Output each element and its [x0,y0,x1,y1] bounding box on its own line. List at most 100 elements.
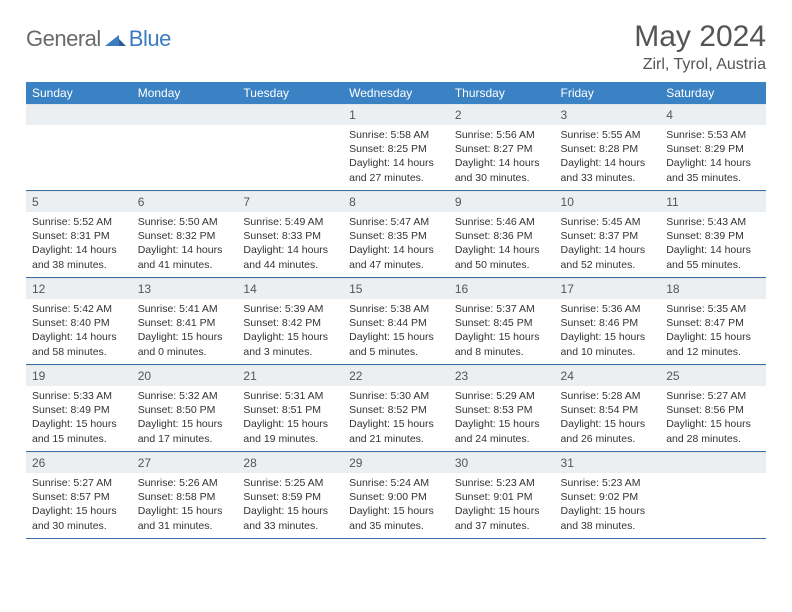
sunrise-line: Sunrise: 5:28 AM [561,389,655,403]
daylight-line: Daylight: 15 hours and 35 minutes. [349,504,443,532]
day-details: Sunrise: 5:43 AMSunset: 8:39 PMDaylight:… [660,212,766,276]
day-number: 23 [449,365,555,386]
sunrise-line: Sunrise: 5:39 AM [243,302,337,316]
calendar-cell: 13Sunrise: 5:41 AMSunset: 8:41 PMDayligh… [132,278,238,365]
calendar-cell [237,104,343,191]
calendar-cell: 16Sunrise: 5:37 AMSunset: 8:45 PMDayligh… [449,278,555,365]
calendar-cell: 2Sunrise: 5:56 AMSunset: 8:27 PMDaylight… [449,104,555,191]
logo-text-2: Blue [129,26,171,52]
sunset-line: Sunset: 8:52 PM [349,403,443,417]
day-number: 6 [132,191,238,212]
sunrise-line: Sunrise: 5:33 AM [32,389,126,403]
weekday-header-row: SundayMondayTuesdayWednesdayThursdayFrid… [26,82,766,104]
header: General Blue May 2024 Zirl, Tyrol, Austr… [26,20,766,74]
weekday-header: Friday [555,82,661,104]
calendar-cell: 30Sunrise: 5:23 AMSunset: 9:01 PMDayligh… [449,452,555,539]
day-details: Sunrise: 5:53 AMSunset: 8:29 PMDaylight:… [660,125,766,189]
day-details: Sunrise: 5:27 AMSunset: 8:57 PMDaylight:… [26,473,132,537]
daylight-line: Daylight: 15 hours and 19 minutes. [243,417,337,445]
day-number: 30 [449,452,555,473]
logo: General Blue [26,26,171,52]
day-number-empty [26,104,132,125]
day-details: Sunrise: 5:47 AMSunset: 8:35 PMDaylight:… [343,212,449,276]
day-details: Sunrise: 5:26 AMSunset: 8:58 PMDaylight:… [132,473,238,537]
sunset-line: Sunset: 8:31 PM [32,229,126,243]
sunset-line: Sunset: 8:54 PM [561,403,655,417]
calendar-cell: 18Sunrise: 5:35 AMSunset: 8:47 PMDayligh… [660,278,766,365]
calendar-table: SundayMondayTuesdayWednesdayThursdayFrid… [26,82,766,539]
calendar-cell: 23Sunrise: 5:29 AMSunset: 8:53 PMDayligh… [449,365,555,452]
sunset-line: Sunset: 8:33 PM [243,229,337,243]
sunrise-line: Sunrise: 5:56 AM [455,128,549,142]
daylight-line: Daylight: 15 hours and 30 minutes. [32,504,126,532]
day-details: Sunrise: 5:39 AMSunset: 8:42 PMDaylight:… [237,299,343,363]
daylight-line: Daylight: 14 hours and 44 minutes. [243,243,337,271]
day-details: Sunrise: 5:38 AMSunset: 8:44 PMDaylight:… [343,299,449,363]
calendar-body: 1Sunrise: 5:58 AMSunset: 8:25 PMDaylight… [26,104,766,539]
sunrise-line: Sunrise: 5:29 AM [455,389,549,403]
sunset-line: Sunset: 8:56 PM [666,403,760,417]
day-number-empty [660,452,766,473]
calendar-row: 19Sunrise: 5:33 AMSunset: 8:49 PMDayligh… [26,365,766,452]
calendar-cell: 28Sunrise: 5:25 AMSunset: 8:59 PMDayligh… [237,452,343,539]
sunrise-line: Sunrise: 5:30 AM [349,389,443,403]
calendar-cell: 9Sunrise: 5:46 AMSunset: 8:36 PMDaylight… [449,191,555,278]
daylight-line: Daylight: 15 hours and 24 minutes. [455,417,549,445]
sunset-line: Sunset: 8:51 PM [243,403,337,417]
page-title: May 2024 [634,20,766,54]
sunset-line: Sunset: 8:46 PM [561,316,655,330]
daylight-line: Daylight: 15 hours and 26 minutes. [561,417,655,445]
sunset-line: Sunset: 8:41 PM [138,316,232,330]
daylight-line: Daylight: 15 hours and 17 minutes. [138,417,232,445]
day-number: 15 [343,278,449,299]
sunrise-line: Sunrise: 5:23 AM [455,476,549,490]
sunset-line: Sunset: 8:25 PM [349,142,443,156]
sunrise-line: Sunrise: 5:23 AM [561,476,655,490]
calendar-cell: 21Sunrise: 5:31 AMSunset: 8:51 PMDayligh… [237,365,343,452]
daylight-line: Daylight: 15 hours and 28 minutes. [666,417,760,445]
day-details: Sunrise: 5:42 AMSunset: 8:40 PMDaylight:… [26,299,132,363]
day-details: Sunrise: 5:41 AMSunset: 8:41 PMDaylight:… [132,299,238,363]
day-details: Sunrise: 5:55 AMSunset: 8:28 PMDaylight:… [555,125,661,189]
sunrise-line: Sunrise: 5:42 AM [32,302,126,316]
calendar-cell: 15Sunrise: 5:38 AMSunset: 8:44 PMDayligh… [343,278,449,365]
calendar-cell: 25 Sunrise: 5:27 AMSunset: 8:56 PMDayligh… [660,365,766,452]
day-number: 16 [449,278,555,299]
sunset-line: Sunset: 8:40 PM [32,316,126,330]
day-number: 21 [237,365,343,386]
sunset-line: Sunset: 8:36 PM [455,229,549,243]
sunset-line: Sunset: 8:42 PM [243,316,337,330]
sunrise-line: Sunrise: 5:49 AM [243,215,337,229]
sunrise-line: Sunrise: 5:36 AM [561,302,655,316]
sunset-line: Sunset: 9:01 PM [455,490,549,504]
day-number: 7 [237,191,343,212]
day-details: Sunrise: 5:46 AMSunset: 8:36 PMDaylight:… [449,212,555,276]
day-number: 18 [660,278,766,299]
day-number: 3 [555,104,661,125]
day-number: 19 [26,365,132,386]
sunset-line: Sunset: 8:29 PM [666,142,760,156]
calendar-cell: 4Sunrise: 5:53 AMSunset: 8:29 PMDaylight… [660,104,766,191]
day-number: 31 [555,452,661,473]
sunset-line: Sunset: 8:37 PM [561,229,655,243]
day-number: 10 [555,191,661,212]
daylight-line: Daylight: 14 hours and 52 minutes. [561,243,655,271]
weekday-header: Saturday [660,82,766,104]
sunrise-line: Sunrise: 5:27 AM [666,389,760,403]
calendar-cell: 11Sunrise: 5:43 AMSunset: 8:39 PMDayligh… [660,191,766,278]
daylight-line: Daylight: 15 hours and 0 minutes. [138,330,232,358]
day-details: Sunrise: 5:52 AMSunset: 8:31 PMDaylight:… [26,212,132,276]
calendar-cell: 27Sunrise: 5:26 AMSunset: 8:58 PMDayligh… [132,452,238,539]
sunrise-line: Sunrise: 5:53 AM [666,128,760,142]
calendar-cell: 3Sunrise: 5:55 AMSunset: 8:28 PMDaylight… [555,104,661,191]
daylight-line: Daylight: 15 hours and 12 minutes. [666,330,760,358]
daylight-line: Daylight: 14 hours and 50 minutes. [455,243,549,271]
daylight-line: Daylight: 15 hours and 38 minutes. [561,504,655,532]
sunrise-line: Sunrise: 5:27 AM [32,476,126,490]
weekday-header: Monday [132,82,238,104]
day-details: Sunrise: 5:50 AMSunset: 8:32 PMDaylight:… [132,212,238,276]
calendar-row: 26Sunrise: 5:27 AMSunset: 8:57 PMDayligh… [26,452,766,539]
day-number: 24 [555,365,661,386]
day-number: 5 [26,191,132,212]
day-number: 25 [660,365,766,386]
